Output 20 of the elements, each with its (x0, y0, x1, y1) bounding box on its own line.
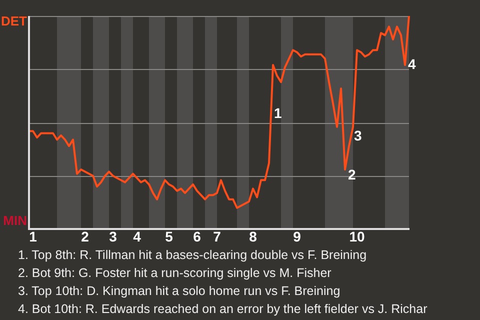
x-tick-label: 5 (165, 228, 174, 244)
annotation: 3 (354, 127, 362, 144)
x-tick-label: 8 (249, 228, 258, 244)
x-tick-label: 1 (29, 228, 38, 244)
text: MIN (3, 212, 27, 228)
x-tick-label: 4 (133, 228, 142, 244)
x-tick-label: 6 (193, 228, 202, 244)
text: 4. Bot 10th: R. Edwards reached on an error by the left fielder vs J. Richar (18, 301, 428, 318)
text: 2. Bot 9th: G. Foster hit a run-scoring single vs M. Fisher (18, 265, 332, 282)
text: 3. Top 10th: D. Kingman hit a solo home run vs F. Breining (18, 283, 342, 300)
x-tick-label: 3 (109, 228, 118, 244)
x-tick-label: 10 (349, 228, 365, 244)
annotation: 1 (274, 104, 282, 121)
x-tick-label: 9 (293, 228, 302, 244)
annotation: 4 (408, 56, 416, 72)
text: 1. Top 8th: R. Tillman hit a bases-clearing double vs F. Breining (18, 247, 368, 264)
annotation: 2 (348, 166, 356, 182)
text: DET (1, 14, 28, 29)
x-tick-label: 7 (213, 228, 222, 244)
x-tick-label: 2 (81, 228, 90, 244)
